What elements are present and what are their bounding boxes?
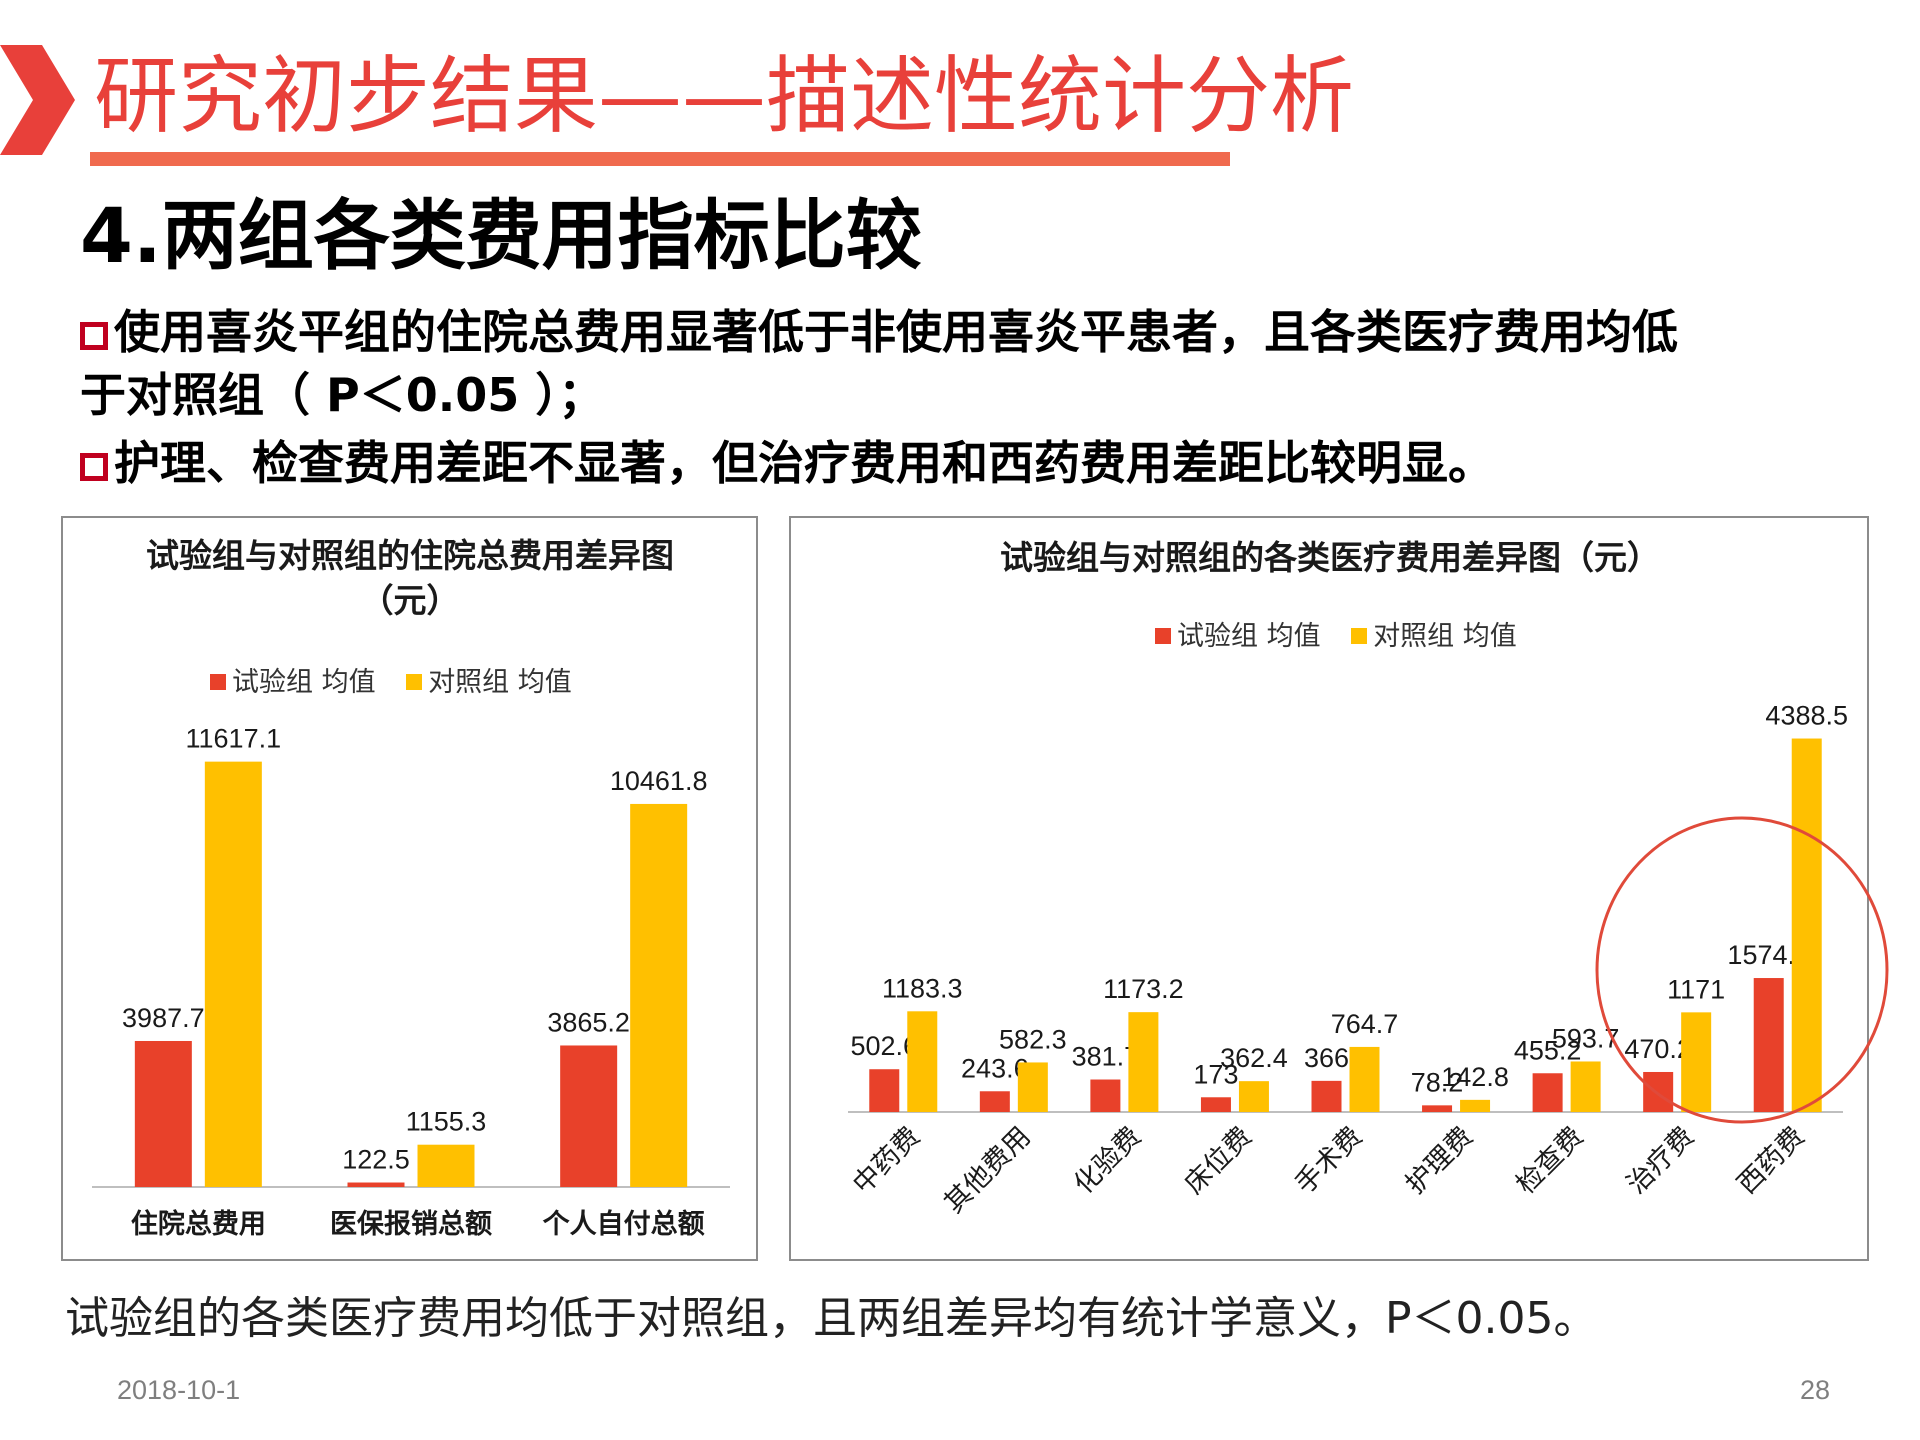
chart1-bar-experiment bbox=[1422, 1105, 1453, 1112]
legend-entry-experiment: 试验组 均值 bbox=[210, 667, 376, 698]
chart0-bar-control bbox=[204, 761, 262, 1187]
legend-swatch-experiment bbox=[210, 674, 226, 690]
chart0-data-label: 11617.1 bbox=[186, 724, 282, 754]
chart1-data-label: 1171 bbox=[1667, 974, 1725, 1004]
legend-entry-control: 对照组 均值 bbox=[1351, 621, 1517, 652]
right-chart-title: 试验组与对照组的各类医疗费用差异图（元） bbox=[1000, 538, 1660, 577]
chart1-bar-experiment bbox=[869, 1069, 900, 1112]
chart1-bar-control bbox=[907, 1011, 938, 1112]
chart0-bar-experiment bbox=[560, 1045, 618, 1187]
chart1-bar-experiment bbox=[979, 1091, 1010, 1112]
chart1-data-label: 142.8 bbox=[1441, 1062, 1509, 1092]
legend-label-control: 对照组 均值 bbox=[428, 667, 572, 698]
left-chart-title: 试验组与对照组的住院总费用差异图（元） bbox=[146, 536, 674, 620]
chart1-bar-control bbox=[1791, 738, 1822, 1112]
page-number: 28 bbox=[1800, 1375, 1831, 1405]
chart1-bar-experiment bbox=[1200, 1097, 1231, 1112]
bullet-item-1-continued: 于对照组（ P＜0.05 ）； bbox=[80, 368, 604, 423]
chart1-category-label: 治疗费 bbox=[1621, 1121, 1700, 1200]
chart1-data-label: 366 bbox=[1304, 1043, 1349, 1073]
chart1-category-label: 化验费 bbox=[1068, 1121, 1147, 1200]
bullet-text-1: 使用喜炎平组的住院总费用显著低于非使用喜炎平患者，且各类医疗费用均低 bbox=[114, 305, 1678, 359]
legend-label-experiment: 试验组 均值 bbox=[1177, 621, 1321, 652]
bullet-square-icon bbox=[80, 453, 108, 481]
bullet-item-1: 使用喜炎平组的住院总费用显著低于非使用喜炎平患者，且各类医疗费用均低 bbox=[80, 305, 1678, 360]
chart1-category-label: 西药费 bbox=[1731, 1121, 1810, 1200]
chart1-data-label: 381.7 bbox=[1072, 1042, 1140, 1072]
chart0-category-label: 个人自付总额 bbox=[543, 1208, 705, 1240]
chart0-bar-experiment bbox=[347, 1182, 405, 1187]
chart1-bar-control bbox=[1460, 1099, 1491, 1112]
legend-swatch-control bbox=[406, 674, 423, 690]
chart1-data-label: 502.6 bbox=[850, 1031, 918, 1061]
highlight-circle bbox=[1595, 816, 1889, 1124]
chart1-data-label: 4388.5 bbox=[1765, 701, 1848, 731]
chart1-bar-control bbox=[1570, 1061, 1601, 1112]
chart1-data-label: 78.2 bbox=[1411, 1067, 1464, 1097]
chart1-bar-experiment bbox=[1753, 978, 1784, 1112]
chart1-data-label: 470.2 bbox=[1624, 1034, 1692, 1064]
chart1-bar-control bbox=[1017, 1062, 1048, 1112]
bullet-text-2: 护理、检查费用差距不显著，但治疗费用和西药费用差距比较明显。 bbox=[114, 436, 1494, 490]
legend-entry-experiment: 试验组 均值 bbox=[1155, 621, 1321, 652]
legend-label-experiment: 试验组 均值 bbox=[232, 667, 376, 698]
left-chart-legend: 试验组 均值 对照组 均值 bbox=[210, 660, 594, 699]
chart1-data-label: 362.4 bbox=[1220, 1043, 1288, 1073]
chart1-bar-experiment bbox=[1311, 1080, 1342, 1112]
chart0-category-label: 住院总费用 bbox=[131, 1208, 266, 1240]
chart1-bar-experiment bbox=[1532, 1073, 1563, 1112]
bullet-item-2: 护理、检查费用差距不显著，但治疗费用和西药费用差距比较明显。 bbox=[80, 436, 1494, 491]
section-heading: 4.两组各类费用指标比较 bbox=[80, 191, 922, 280]
chart0-bar-control bbox=[630, 803, 688, 1187]
chart0-data-label: 10461.8 bbox=[610, 766, 708, 796]
chart1-category-label: 检查费 bbox=[1510, 1121, 1589, 1200]
chart1-bar-control bbox=[1238, 1081, 1269, 1112]
footer-date: 2018-10-1 bbox=[117, 1375, 241, 1405]
legend-entry-control: 对照组 均值 bbox=[406, 667, 572, 698]
chart1-category-label: 护理费 bbox=[1400, 1121, 1479, 1200]
chart1-data-label: 582.3 bbox=[999, 1024, 1067, 1054]
bullet-square-icon bbox=[80, 322, 108, 350]
chart1-data-label: 1183.3 bbox=[882, 973, 963, 1003]
chart1-data-label: 764.7 bbox=[1331, 1009, 1399, 1039]
title-underline bbox=[90, 152, 1230, 166]
chart1-category-label: 手术费 bbox=[1289, 1121, 1368, 1200]
chart0-category-label: 医保报销总额 bbox=[330, 1209, 492, 1240]
chart1-data-label: 1173.2 bbox=[1103, 974, 1184, 1004]
chart0-bar-experiment bbox=[134, 1040, 192, 1187]
corner-arrow-decoration bbox=[0, 45, 75, 155]
right-chart-legend: 试验组 均值 对照组 均值 bbox=[1155, 614, 1539, 653]
legend-swatch-control bbox=[1351, 628, 1368, 644]
chart0-data-label: 122.5 bbox=[342, 1145, 410, 1175]
legend-label-control: 对照组 均值 bbox=[1373, 621, 1517, 652]
chart1-bar-experiment bbox=[1643, 1071, 1674, 1112]
right-chart-panel bbox=[789, 516, 1869, 1261]
chart0-data-label: 1155.3 bbox=[406, 1107, 487, 1137]
chart1-category-label: 床位费 bbox=[1179, 1121, 1258, 1200]
chart1-data-label: 243.6 bbox=[961, 1053, 1029, 1083]
chart0-data-label: 3865.2 bbox=[547, 1007, 630, 1037]
chart1-bar-experiment bbox=[1090, 1079, 1121, 1112]
chart0-bar-control bbox=[417, 1144, 475, 1187]
chart1-category-label: 中药费 bbox=[847, 1121, 926, 1200]
bullet-text-1-cont: 于对照组（ P＜0.05 ）； bbox=[80, 368, 605, 422]
chart1-category-label: 其他费用 bbox=[938, 1121, 1036, 1219]
chart1-data-label: 455.2 bbox=[1514, 1035, 1582, 1065]
chart1-bar-control bbox=[1128, 1012, 1159, 1112]
chart1-bar-control bbox=[1681, 1012, 1712, 1112]
chart1-bar-control bbox=[1349, 1046, 1380, 1112]
legend-swatch-experiment bbox=[1155, 628, 1171, 644]
slide-title: 研究初步结果——描述性统计分析 bbox=[94, 47, 1355, 145]
chart1-data-label: 173 bbox=[1193, 1059, 1238, 1089]
conclusion-text: 试验组的各类医疗费用均低于对照组，且两组差异均有统计学意义，P＜0.05。 bbox=[65, 1293, 1598, 1344]
chart0-data-label: 3987.7 bbox=[122, 1003, 205, 1033]
